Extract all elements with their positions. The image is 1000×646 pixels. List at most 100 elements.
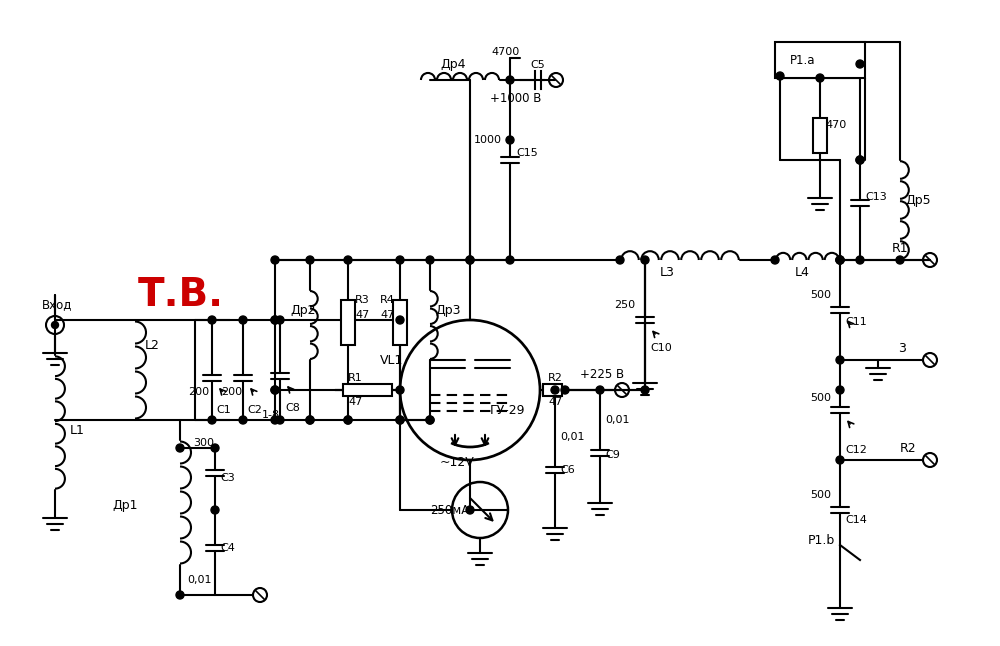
- Text: C8: C8: [285, 403, 300, 413]
- Circle shape: [596, 386, 604, 394]
- Text: L4: L4: [795, 266, 810, 278]
- Circle shape: [276, 416, 284, 424]
- Circle shape: [466, 256, 474, 264]
- Text: Др2: Др2: [290, 304, 316, 317]
- Text: R2: R2: [900, 441, 917, 455]
- Text: 1-8: 1-8: [262, 410, 280, 420]
- Text: Др1: Др1: [112, 499, 138, 512]
- Text: L1: L1: [70, 424, 85, 437]
- Text: 1000: 1000: [474, 135, 502, 145]
- Text: C14: C14: [845, 515, 867, 525]
- Circle shape: [344, 256, 352, 264]
- Text: C10: C10: [650, 343, 672, 353]
- Text: C2: C2: [247, 405, 262, 415]
- Circle shape: [52, 322, 59, 329]
- Circle shape: [276, 316, 284, 324]
- Text: 47: 47: [348, 397, 362, 407]
- Text: C1: C1: [216, 405, 231, 415]
- Text: R2: R2: [548, 373, 563, 383]
- Circle shape: [836, 256, 844, 264]
- Bar: [341, 300, 355, 345]
- Text: 500: 500: [810, 490, 831, 500]
- Text: 200: 200: [221, 387, 242, 397]
- Circle shape: [271, 316, 279, 324]
- Circle shape: [641, 256, 649, 264]
- Circle shape: [776, 72, 784, 80]
- Circle shape: [836, 256, 844, 264]
- Text: 0,01: 0,01: [605, 415, 630, 425]
- Text: VL1: VL1: [380, 353, 403, 366]
- Circle shape: [271, 256, 279, 264]
- Circle shape: [271, 386, 279, 394]
- Text: 500: 500: [810, 393, 831, 403]
- Circle shape: [396, 386, 404, 394]
- Circle shape: [836, 456, 844, 464]
- Circle shape: [426, 256, 434, 264]
- Circle shape: [426, 416, 434, 424]
- Text: 250: 250: [614, 300, 635, 310]
- Circle shape: [211, 506, 219, 514]
- Bar: [543, 384, 562, 396]
- Text: 470: 470: [825, 120, 846, 130]
- Circle shape: [551, 386, 559, 394]
- Circle shape: [176, 591, 184, 599]
- Circle shape: [466, 256, 474, 264]
- Text: C13: C13: [865, 192, 887, 202]
- Text: 47: 47: [355, 310, 369, 320]
- Text: R4: R4: [380, 295, 395, 305]
- Text: L3: L3: [660, 266, 675, 278]
- Circle shape: [836, 256, 844, 264]
- Text: Др5: Др5: [905, 194, 931, 207]
- Text: Др4: Др4: [440, 57, 466, 70]
- Text: Вход: Вход: [42, 298, 72, 311]
- Text: 47: 47: [548, 397, 562, 407]
- Circle shape: [271, 386, 279, 394]
- Circle shape: [208, 416, 216, 424]
- Text: ГУ-29: ГУ-29: [490, 404, 526, 417]
- Circle shape: [396, 416, 404, 424]
- Text: Т.В.: Т.В.: [138, 276, 224, 314]
- Text: Др3: Др3: [435, 304, 460, 317]
- Circle shape: [176, 444, 184, 452]
- Circle shape: [896, 256, 904, 264]
- Circle shape: [816, 74, 824, 82]
- Text: +1000 В: +1000 В: [490, 92, 541, 105]
- Circle shape: [856, 60, 864, 68]
- Circle shape: [208, 316, 216, 324]
- Circle shape: [771, 256, 779, 264]
- Text: 47: 47: [380, 310, 394, 320]
- Text: L2: L2: [145, 339, 160, 351]
- Text: C6: C6: [560, 465, 575, 475]
- Circle shape: [836, 386, 844, 394]
- Circle shape: [396, 416, 404, 424]
- Text: C3: C3: [220, 473, 235, 483]
- Text: 0,01: 0,01: [187, 575, 212, 585]
- Circle shape: [856, 156, 864, 164]
- Circle shape: [396, 256, 404, 264]
- Text: 4700: 4700: [491, 47, 519, 57]
- Circle shape: [856, 256, 864, 264]
- Circle shape: [271, 316, 279, 324]
- Text: P1.a: P1.a: [790, 54, 815, 67]
- Circle shape: [426, 416, 434, 424]
- Circle shape: [396, 316, 404, 324]
- Text: 0,01: 0,01: [560, 432, 584, 442]
- Circle shape: [306, 416, 314, 424]
- Circle shape: [506, 76, 514, 84]
- Text: C12: C12: [845, 445, 867, 455]
- Bar: [813, 118, 827, 152]
- Circle shape: [506, 136, 514, 144]
- Text: C15: C15: [516, 148, 538, 158]
- Circle shape: [271, 416, 279, 424]
- Text: 3: 3: [898, 342, 906, 355]
- Bar: [775, 42, 865, 78]
- Circle shape: [344, 416, 352, 424]
- Bar: [393, 300, 407, 345]
- Text: 200: 200: [188, 387, 209, 397]
- Circle shape: [211, 444, 219, 452]
- Text: C5: C5: [530, 60, 545, 70]
- Circle shape: [506, 256, 514, 264]
- Text: R1: R1: [348, 373, 363, 383]
- Circle shape: [239, 316, 247, 324]
- Text: C11: C11: [845, 317, 867, 327]
